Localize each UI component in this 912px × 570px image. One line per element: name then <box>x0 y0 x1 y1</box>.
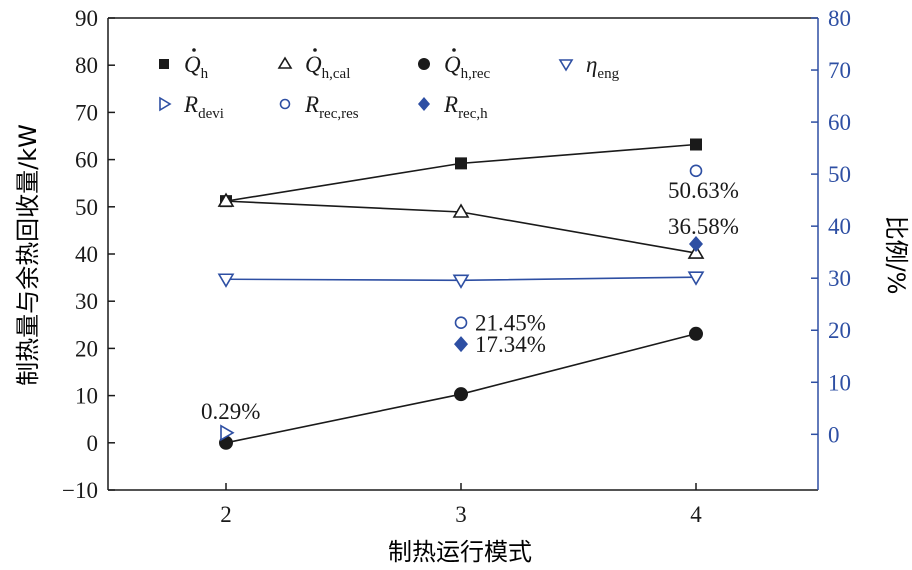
y-left-tick-label: 0 <box>87 431 99 456</box>
marker-Rdevi <box>220 424 235 442</box>
annotation-label: 50.63% <box>668 178 739 203</box>
y-right-tick-label: 0 <box>828 422 840 447</box>
legend-marker-Qh <box>159 59 169 69</box>
y-right-tick-label: 30 <box>828 266 851 291</box>
marker-Qhcal <box>687 244 705 259</box>
annotation-label: 21.45% <box>475 311 546 336</box>
y-right-tick-label: 20 <box>828 318 851 343</box>
legend-dot-Qh <box>192 48 196 52</box>
marker-Qhrec <box>689 326 703 341</box>
y-left-tick-label: 40 <box>75 242 98 267</box>
marker-eta <box>452 274 470 289</box>
y-right-tick-label: 50 <box>828 162 851 187</box>
x-tick-label: 2 <box>220 502 232 527</box>
y-right-tick-label: 10 <box>828 370 851 395</box>
marker-Rrecres <box>454 316 468 329</box>
marker-Qhrec <box>454 387 468 402</box>
y-left-tick-label: 70 <box>75 100 98 125</box>
y-left-tick-label: 50 <box>75 195 98 220</box>
y-left-tick-label: 60 <box>75 148 98 173</box>
marker-Qhcal <box>217 192 235 207</box>
legend: Qh Qh,cal Qh,rec ηeng Rdevi Rrec,res Rrec,h <box>159 48 620 122</box>
annotation-label: 0.29% <box>201 399 260 424</box>
legend-label-Rrech: Rrec,h <box>443 92 488 122</box>
y-left-tick-label: 80 <box>75 53 98 78</box>
data-markers <box>217 138 705 450</box>
y-right-tick-label: 40 <box>828 214 851 239</box>
marker-Qh <box>455 157 467 170</box>
marker-Qh <box>690 138 702 151</box>
marker-Rrech <box>689 235 703 252</box>
legend-dot-Qhcal <box>313 48 317 52</box>
annotations: 0.29% 21.45%17.34% 50.63% 36.58% <box>201 178 739 424</box>
y-left-tick-label: 20 <box>75 336 98 361</box>
legend-label-Qh: Qh <box>184 52 209 82</box>
y-axis-right-title: 比例/% <box>882 216 910 295</box>
x-tick-label: 4 <box>690 502 702 527</box>
y-right-tick-label: 70 <box>828 58 851 83</box>
y-left-tick-label: 90 <box>75 6 98 31</box>
legend-label-eta: ηeng <box>586 52 620 82</box>
legend-label-Rrecres: Rrec,res <box>304 92 359 122</box>
annotation-label: 36.58% <box>668 214 739 239</box>
ticks: −10 0 10 20 30 40 50 60 70 80 90 0 10 20 30 40 50 60 70 80 2… <box>62 6 851 527</box>
y-left-tick-label: −10 <box>62 478 98 503</box>
marker-eta <box>687 271 705 286</box>
y-right-tick-label: 80 <box>828 6 851 31</box>
y-left-tick-label: 10 <box>75 384 98 409</box>
legend-marker-Qhcal <box>277 56 293 69</box>
legend-label-Rdevi: Rdevi <box>183 92 224 122</box>
legend-marker-Rrech <box>418 97 430 111</box>
legend-dot-Qhrec <box>452 48 456 52</box>
legend-marker-Rrecres <box>279 98 291 110</box>
legend-marker-eta <box>558 59 574 72</box>
legend-label-Qhrec: Qh,rec <box>444 52 491 82</box>
y-left-tick-label: 30 <box>75 289 98 314</box>
legend-marker-Qhrec <box>418 58 430 70</box>
legend-marker-Rdevi <box>159 96 172 112</box>
marker-eta <box>217 273 235 288</box>
legend-label-Qhcal: Qh,cal <box>305 52 350 82</box>
x-tick-label: 3 <box>455 502 467 527</box>
y-axis-left-title: 制热量与余热回收量/kW <box>14 124 42 386</box>
annotation-label: 17.34% <box>475 332 546 357</box>
series-line-Qh <box>225 143 697 202</box>
marker-Qhcal <box>452 203 470 218</box>
x-axis-title: 制热运行模式 <box>388 538 532 566</box>
marker-Rrecres <box>689 164 703 178</box>
y-right-tick-label: 60 <box>828 110 851 135</box>
marker-Rrech <box>454 336 468 353</box>
